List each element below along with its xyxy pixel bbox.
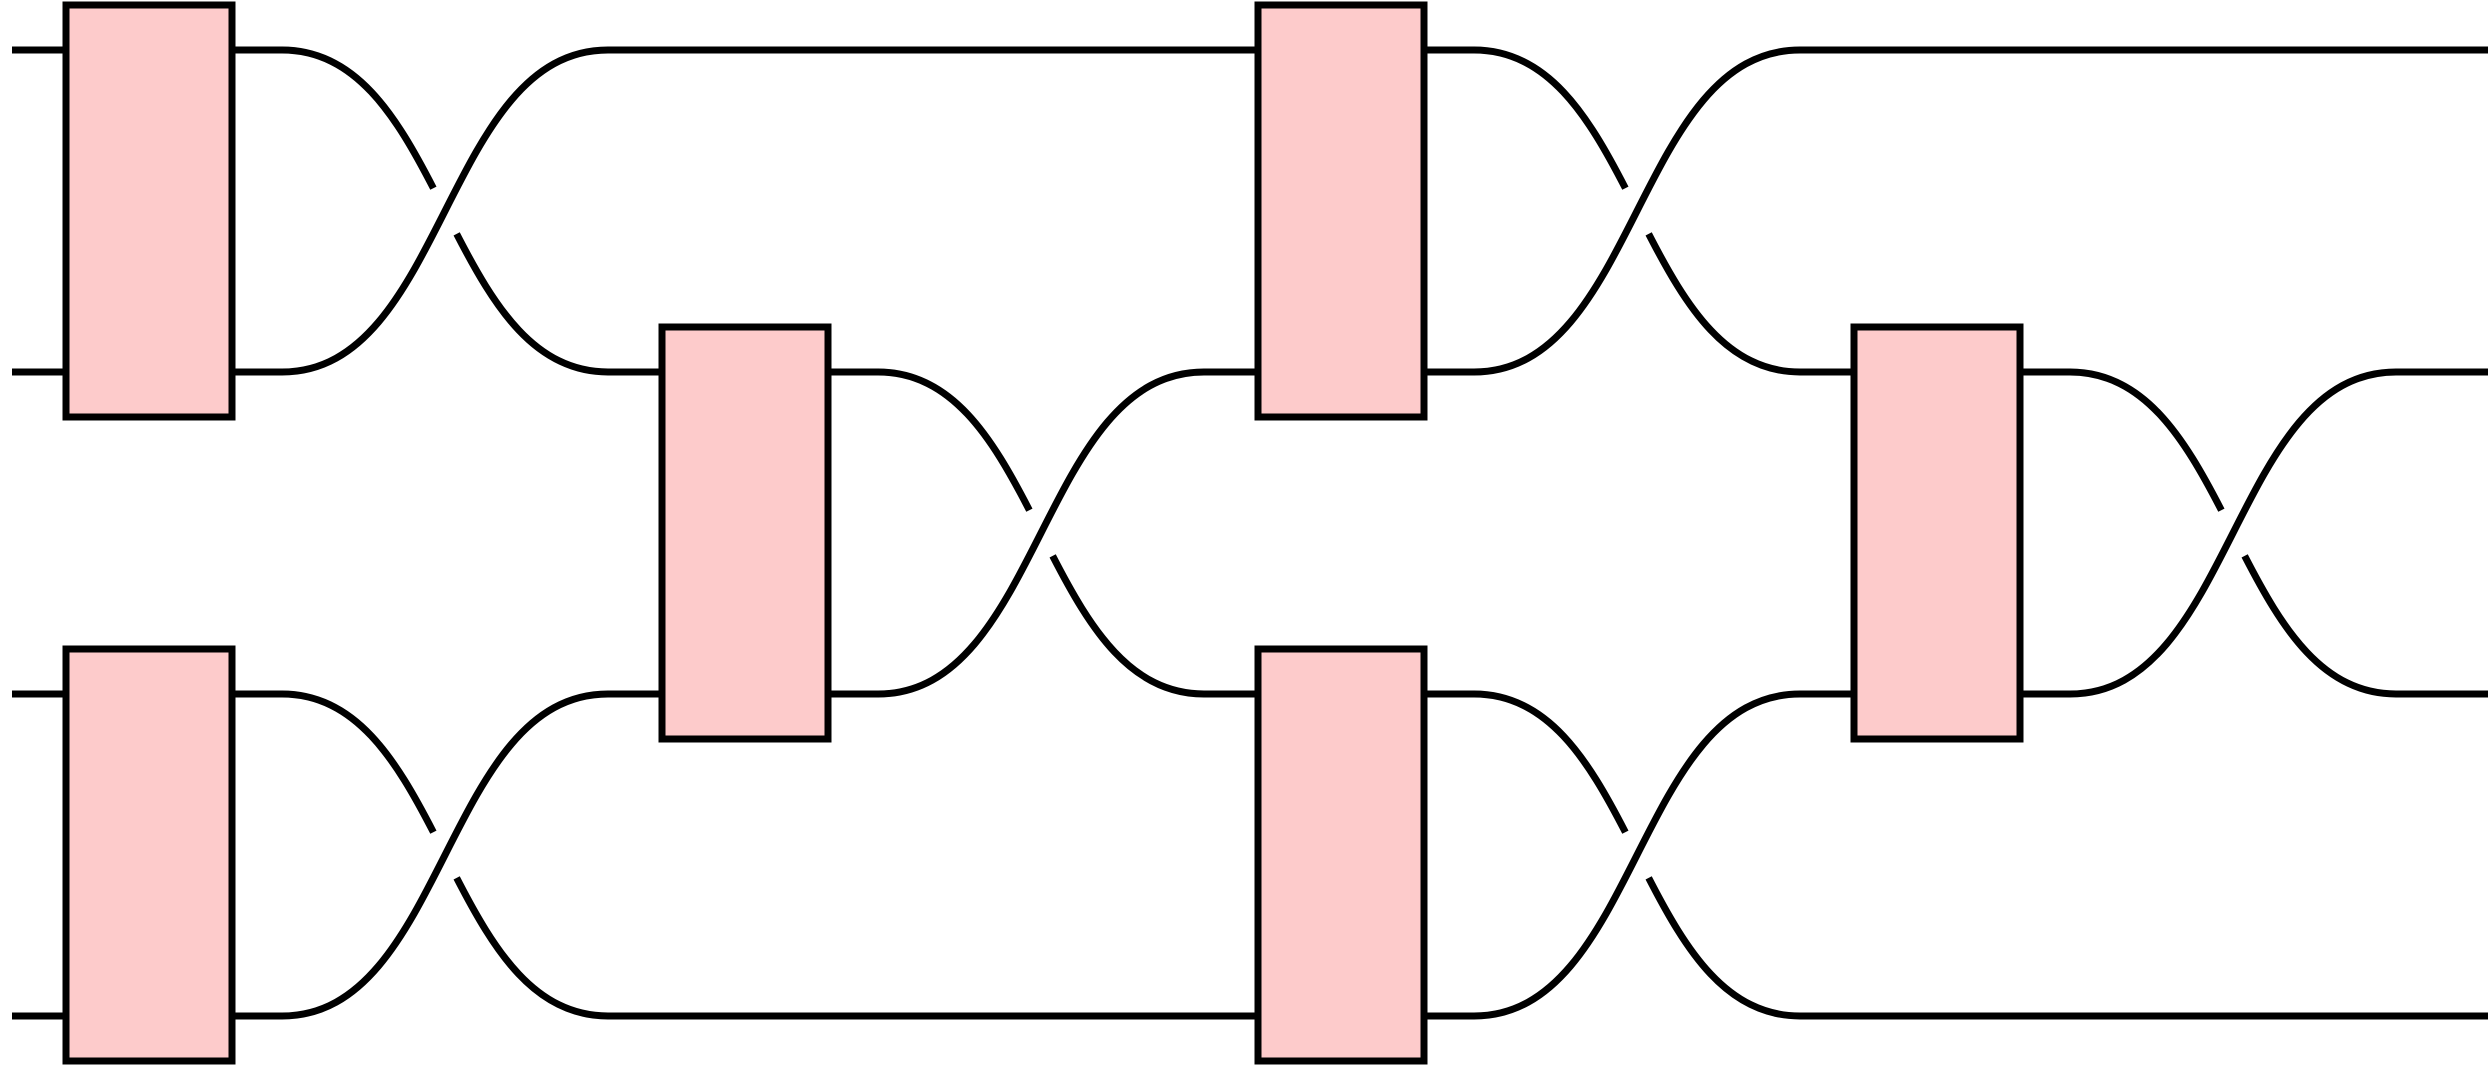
gates-layer <box>62 1 2024 1065</box>
crossing-4-over-strand <box>1473 46 1801 376</box>
wires-layer <box>12 46 2488 1020</box>
crossing-1-over-strand <box>281 46 609 376</box>
gate-1 <box>62 1 236 421</box>
crossing-3-over-strand <box>877 368 1205 698</box>
gate-5 <box>1254 645 1428 1065</box>
crossing-4-under-strand <box>1473 46 1801 376</box>
gate-4 <box>1254 1 1428 421</box>
crossing-2-over-strand <box>281 690 609 1020</box>
crossing-6-under-strand <box>2069 368 2397 698</box>
crossing-5-under-strand <box>1473 690 1801 1020</box>
crossing-6-over-strand <box>2069 368 2397 698</box>
crossing-2-under-strand <box>281 690 609 1020</box>
crossing-1-under-strand <box>281 46 609 376</box>
crossing-3-under-strand <box>877 368 1205 698</box>
crossing-5-over-strand <box>1473 690 1801 1020</box>
gate-6 <box>1850 323 2024 743</box>
gate-3 <box>658 323 832 743</box>
gate-2 <box>62 645 236 1065</box>
